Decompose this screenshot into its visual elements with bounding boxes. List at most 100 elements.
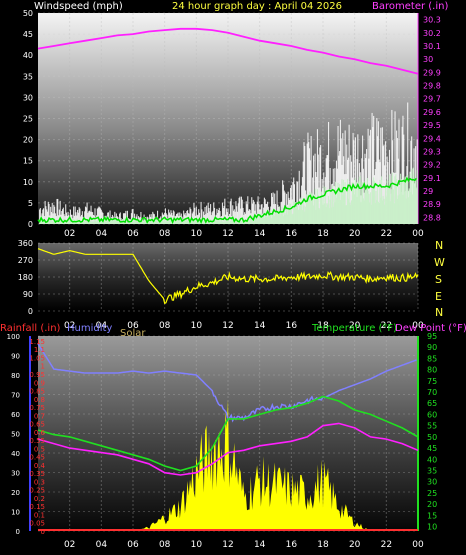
temp-tick-label: 65 xyxy=(427,399,437,408)
y2-tick-label: 29.4 xyxy=(423,134,441,143)
compass-e: E xyxy=(435,290,442,303)
y2-tick-label: 28.8 xyxy=(423,213,441,222)
temp-tick-label: 90 xyxy=(427,343,437,352)
graph-title: 24 hour graph day : April 04 2026 xyxy=(172,1,342,12)
y2-tick-label: 30 xyxy=(423,55,433,64)
rain-tick-label: 0.3 xyxy=(34,478,45,486)
compass-s: S xyxy=(435,273,442,286)
y-tick-label: 30 xyxy=(23,93,33,102)
y-tick-label: 25 xyxy=(23,115,33,124)
x-tick-label-bottom: 08 xyxy=(159,540,171,550)
humidity-tick-label: 90 xyxy=(11,353,20,361)
y-tick-label: 40 xyxy=(23,51,33,60)
y-tick-label: 0 xyxy=(28,220,33,229)
rain-tick-label: 0.55 xyxy=(29,437,45,445)
barometer-line xyxy=(37,27,419,75)
x-tick-label-bottom: 20 xyxy=(349,540,361,550)
y2-tick-label: 29.3 xyxy=(423,147,441,156)
x-tick-label-top: 20 xyxy=(349,229,361,239)
humidity-tick-label: 70 xyxy=(11,392,20,400)
y2-tick-label: 29.5 xyxy=(423,121,441,130)
temp-tick-label: 15 xyxy=(427,511,437,520)
rain-tick-label: 0.45 xyxy=(29,454,45,462)
humidity-tick-label: 30 xyxy=(11,470,20,478)
humidity-tick-label: 10 xyxy=(11,509,20,517)
humidity-line xyxy=(37,343,417,423)
humidity-tick-label: 100 xyxy=(7,333,20,341)
rain-tick-label: 0.05 xyxy=(29,520,45,528)
temperature-line xyxy=(37,395,419,472)
y2-tick-label: 28.9 xyxy=(423,200,441,209)
compass-n-bottom: N xyxy=(435,306,443,319)
humidity-tick-label: 0 xyxy=(16,528,20,536)
rain-tick-label: 0.25 xyxy=(29,487,45,495)
compass-w: W xyxy=(434,256,445,269)
rain-tick-label: 0.85 xyxy=(29,388,45,396)
x-tick-label-top: 18 xyxy=(317,229,329,239)
y2-tick-label: 29.6 xyxy=(423,108,441,117)
rain-tick-label: 1.05 xyxy=(29,354,45,362)
temp-tick-label: 60 xyxy=(427,410,437,419)
x-tick-label-top: 10 xyxy=(191,229,203,239)
temp-tick-label: 10 xyxy=(427,523,437,532)
y-tick-label: 5 xyxy=(28,199,33,208)
x-tick-label-mid: 02 xyxy=(64,321,75,331)
solar-label: Solar xyxy=(120,328,146,339)
dewpoint-line xyxy=(37,422,419,476)
y-tick-label: 35 xyxy=(23,72,33,81)
x-tick-label-bottom: 12 xyxy=(222,540,233,550)
temp-tick-label: 75 xyxy=(427,377,437,386)
x-tick-label-top: 14 xyxy=(254,229,266,239)
temp-tick-label: 40 xyxy=(427,455,437,464)
temp-tick-label: 30 xyxy=(427,478,437,487)
y-tick-label: 15 xyxy=(23,157,33,166)
y2-tick-label: 30.1 xyxy=(423,42,441,51)
x-tick-label-top: 04 xyxy=(96,229,108,239)
x-tick-label-mid: 14 xyxy=(254,321,266,331)
series-lines xyxy=(37,27,419,531)
rain-tick-label: 0.75 xyxy=(29,404,45,412)
x-tick-label-bottom: 16 xyxy=(286,540,298,550)
humidity-tick-label: 40 xyxy=(11,450,20,458)
rain-tick-label: 0.65 xyxy=(29,421,45,429)
x-tick-label-mid: 06 xyxy=(127,321,139,331)
x-tick-label-mid: 22 xyxy=(381,321,392,331)
y2-tick-label: 29.7 xyxy=(423,95,441,104)
temperature-label: Temperature (°F) xyxy=(311,323,397,334)
humidity-tick-label: 80 xyxy=(11,372,20,380)
rain-tick-label: 1.15 xyxy=(29,338,45,346)
average-wind-line xyxy=(37,176,417,225)
x-tick-label-mid: 08 xyxy=(159,321,171,331)
y2-tick-label: 29 xyxy=(423,187,433,196)
tick-labels: 0202020404040606060808081010101212121414… xyxy=(7,9,441,550)
temp-tick-label: 45 xyxy=(427,444,437,453)
y2-tick-label: 30.2 xyxy=(423,29,441,38)
x-tick-label-top: 22 xyxy=(381,229,392,239)
x-tick-label-top: 02 xyxy=(64,229,75,239)
humidity-tick-label: 60 xyxy=(11,411,20,419)
x-tick-label-top: 00 xyxy=(412,229,424,239)
rain-tick-label: 1 xyxy=(41,363,45,371)
x-tick-label-top: 12 xyxy=(222,229,233,239)
rain-tick-label: 1.1 xyxy=(34,346,45,354)
x-tick-label-bottom: 00 xyxy=(412,540,424,550)
x-tick-label-bottom: 10 xyxy=(191,540,203,550)
rain-tick-label: 0.1 xyxy=(34,511,45,519)
x-tick-label-bottom: 14 xyxy=(254,540,266,550)
temp-tick-label: 20 xyxy=(427,500,437,509)
x-tick-label-mid: 00 xyxy=(412,321,424,331)
temp-tick-label: 35 xyxy=(427,466,437,475)
rain-tick-label: 0.35 xyxy=(29,470,45,478)
x-tick-label-mid: 16 xyxy=(286,321,298,331)
compass-n-top: N xyxy=(435,239,443,252)
rain-tick-label: 0.15 xyxy=(29,503,45,511)
barometer-label: Barometer (.in) xyxy=(372,1,448,12)
x-tick-label-bottom: 02 xyxy=(64,540,75,550)
rain-tick-label: 0.95 xyxy=(29,371,45,379)
rain-tick-label: 0.6 xyxy=(34,429,46,437)
windspeed-label: Windspeed (mph) xyxy=(34,1,123,12)
humidity-label: Humidity xyxy=(67,323,112,334)
x-tick-label-mid: 20 xyxy=(349,321,361,331)
humidity-tick-label: 20 xyxy=(11,489,20,497)
